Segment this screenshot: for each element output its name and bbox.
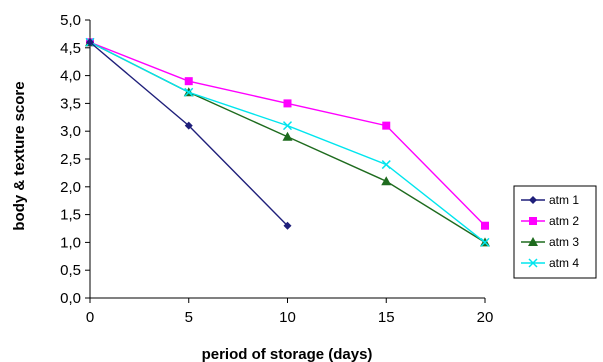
y-tick-label: 1,5	[60, 207, 81, 224]
data-point	[282, 121, 293, 131]
legend-label: atm 2	[549, 214, 579, 228]
y-tick-label: 4,5	[60, 40, 81, 57]
y-tick-label: 5,0	[60, 12, 81, 29]
y-tick-label: 4,0	[60, 68, 81, 85]
legend-marker	[528, 258, 538, 268]
data-point	[283, 221, 292, 230]
legend-item: atm 2	[521, 214, 579, 228]
data-point	[381, 160, 391, 170]
data-point	[481, 221, 489, 230]
y-axis-title: body & texture score	[11, 81, 28, 230]
data-point	[381, 176, 392, 186]
y-tick-label: 2,5	[60, 151, 81, 168]
legend-label: atm 3	[549, 235, 579, 249]
data-point	[382, 121, 391, 130]
legend-item: atm 3	[521, 235, 579, 249]
x-axis-title: period of storage (days)	[202, 346, 373, 362]
data-point	[283, 99, 292, 108]
data-point	[184, 87, 194, 97]
x-tick-label: 5	[185, 309, 193, 326]
series-layer	[85, 37, 490, 247]
x-tick-label: 15	[378, 309, 395, 326]
legend-item: atm 4	[521, 256, 579, 270]
legend-label: atm 4	[549, 256, 579, 270]
legend-marker	[529, 196, 537, 204]
data-point	[184, 121, 193, 130]
x-tick-label: 10	[279, 309, 296, 326]
series-atm-4	[85, 37, 490, 247]
series-line	[89, 41, 486, 243]
y-tick-label: 0,0	[60, 290, 81, 307]
y-axis: 0,0 0,5 1,0 1,5 2,0 2,5 3,0 3,5 4,0 4,5 5,0	[60, 12, 91, 307]
legend: atm 1 atm 2 atm 3 atm 4	[513, 185, 597, 279]
series-atm-3	[85, 37, 490, 247]
data-point	[86, 38, 94, 47]
x-axis: 0 5 10 15 20	[86, 297, 494, 326]
series-atm-1	[86, 38, 292, 230]
data-point	[282, 131, 293, 141]
legend-marker	[528, 237, 538, 246]
x-tick-label: 0	[86, 309, 94, 326]
y-tick-label: 3,5	[60, 95, 81, 112]
y-tick-label: 2,0	[60, 179, 81, 196]
y-tick-label: 1,0	[60, 234, 81, 251]
legend-marker	[529, 217, 537, 225]
y-tick-label: 3,0	[60, 123, 81, 140]
series-line	[89, 41, 288, 227]
y-tick-label: 0,5	[60, 262, 81, 279]
data-point	[480, 237, 490, 247]
x-tick-label: 20	[477, 309, 494, 326]
legend-item: atm 1	[521, 193, 579, 207]
legend-label: atm 1	[549, 193, 579, 207]
data-point	[184, 77, 193, 86]
